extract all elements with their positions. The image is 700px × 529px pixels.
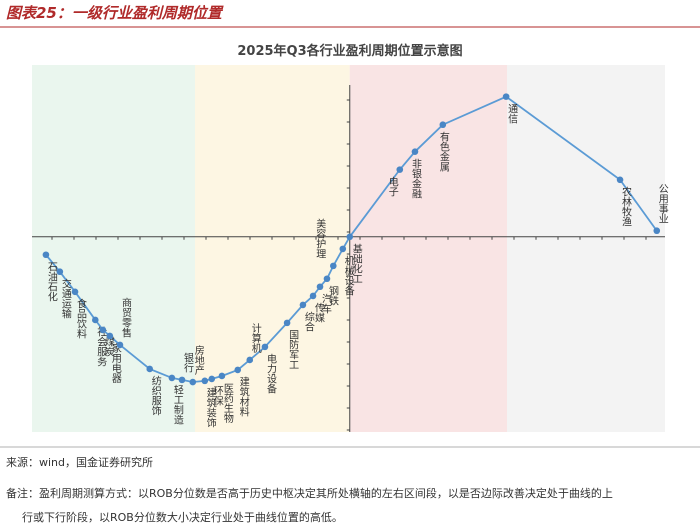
point-label: 汽车: [320, 293, 332, 315]
point: [146, 365, 154, 373]
point: [218, 372, 226, 380]
point-label: 有色金属: [437, 131, 449, 173]
point: [168, 374, 176, 382]
point-label: 计算机: [249, 322, 261, 354]
point-label: 非银金融: [409, 158, 421, 199]
point: [411, 148, 419, 155]
point-label: 银行: [182, 352, 194, 374]
point: [246, 356, 254, 364]
point: [261, 343, 269, 351]
point-label: 美容护理: [314, 218, 326, 259]
point: [56, 268, 64, 276]
point: [330, 262, 337, 270]
point-label: 钢铁: [326, 285, 338, 307]
point: [71, 288, 79, 296]
note-line: 行或下行阶段，以ROB分位数大小决定行业处于曲线位置的高低。: [22, 510, 343, 524]
point: [502, 93, 510, 100]
point: [178, 376, 186, 384]
point: [42, 251, 50, 259]
point: [106, 332, 114, 340]
figure-title: 图表25：一级行业盈利周期位置: [6, 4, 224, 22]
point: [339, 245, 347, 253]
source: 来源：wind，国金证券研究所: [6, 455, 153, 469]
point: [396, 166, 404, 173]
point-label: 环保: [211, 386, 223, 407]
point-label: 食品饮料: [75, 298, 87, 340]
point: [346, 233, 354, 241]
point: [309, 292, 317, 300]
point: [92, 316, 99, 324]
region: [349, 65, 507, 432]
point-label: 机械设备: [342, 255, 354, 297]
point: [189, 378, 197, 386]
point: [234, 366, 242, 374]
point-label: 建筑材料: [237, 376, 249, 418]
point: [323, 275, 331, 283]
point: [299, 301, 307, 309]
point: [616, 176, 624, 184]
point-label: 煤炭: [102, 336, 114, 358]
point: [116, 341, 124, 349]
point-label: 国防军工: [287, 330, 299, 370]
point-label: 轻工制造: [171, 384, 183, 425]
point-label: 商贸零售: [119, 297, 131, 339]
point-label: 交通运输: [59, 278, 71, 320]
point-label: 基础化工: [350, 243, 362, 284]
chart-title: 2025年Q3各行业盈利周期位置示意图: [237, 43, 462, 59]
point-label: 家用电器: [109, 342, 121, 384]
point: [99, 326, 107, 334]
point: [208, 375, 216, 383]
region: [507, 65, 665, 432]
point-label: 电力设备: [264, 353, 276, 395]
point-label: 纺织服饰: [149, 375, 161, 417]
point-label: 通信: [506, 103, 518, 124]
point-label: 农林牧渔: [620, 186, 632, 228]
point-label: 石油石化: [45, 262, 57, 302]
region: [195, 65, 350, 432]
point-label: 房地产: [192, 344, 204, 376]
point-label: 电子: [386, 175, 398, 196]
point-label: 传媒: [313, 303, 325, 324]
point: [201, 377, 209, 385]
point: [316, 283, 324, 291]
point-label: 综合: [302, 311, 314, 333]
point: [283, 319, 291, 327]
point: [439, 121, 447, 129]
point-label: 医药生物: [221, 383, 233, 424]
point-label: 建筑装饰: [204, 387, 216, 429]
point-label: 公用事业: [656, 184, 668, 224]
region: [32, 65, 195, 432]
point-label: 社会服务: [95, 326, 107, 368]
point: [653, 227, 661, 235]
note-line: 备注：盈利周期测算方式：以ROB分位数是否高于历史中枢决定其所处横轴的左右区间段…: [6, 486, 613, 500]
